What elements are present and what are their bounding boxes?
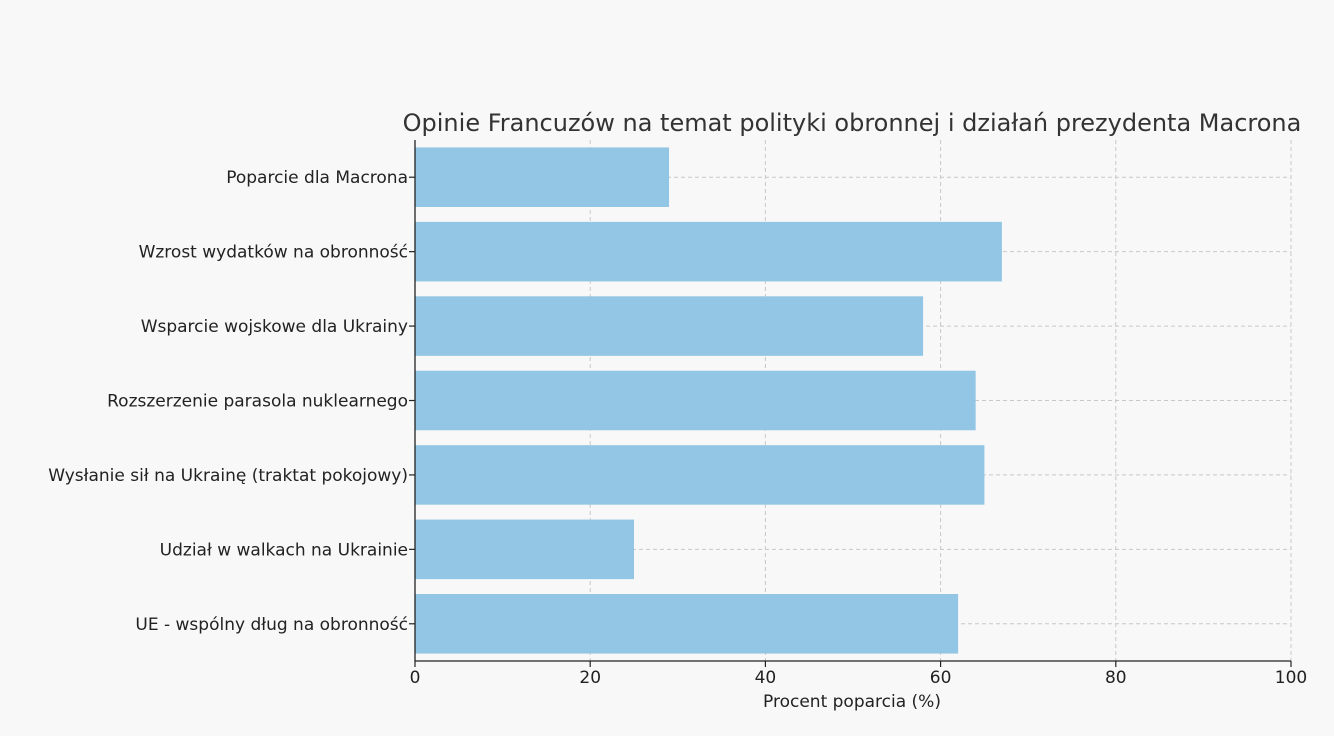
y-tick-label: Wysłanie sił na Ukrainę (traktat pokojow… (48, 466, 408, 486)
x-tick-label: 80 (1105, 668, 1127, 688)
chart-title: Opinie Francuzów na temat polityki obron… (403, 109, 1302, 137)
x-tick-label: 40 (755, 668, 777, 688)
y-tick-label: UE - wspólny dług na obronność (135, 615, 408, 635)
x-axis-label: Procent poparcia (%) (763, 692, 941, 712)
x-tick-label: 100 (1275, 668, 1307, 688)
y-tick-label: Rozszerzenie parasola nuklearnego (107, 392, 408, 412)
x-tick-label: 60 (930, 668, 952, 688)
y-tick-label: Wsparcie wojskowe dla Ukrainy (141, 317, 408, 337)
y-tick-labels: Poparcie dla Macrona Wzrost wydatków na o… (48, 168, 415, 635)
bar (415, 147, 670, 207)
x-tick-labels: 0 20 40 60 80 100 (410, 661, 1307, 688)
x-tick-label: 0 (410, 668, 421, 688)
bar (415, 221, 1002, 282)
bar (415, 296, 924, 356)
bars (415, 147, 1002, 654)
bar (415, 594, 959, 654)
bar (415, 445, 985, 505)
y-tick-label: Udział w walkach na Ukrainie (160, 540, 408, 560)
y-tick-label: Wzrost wydatków na obronność (139, 243, 408, 263)
bar (415, 519, 634, 580)
x-tick-label: 20 (579, 668, 601, 688)
bar (415, 370, 976, 431)
y-tick-label: Poparcie dla Macrona (226, 168, 408, 188)
